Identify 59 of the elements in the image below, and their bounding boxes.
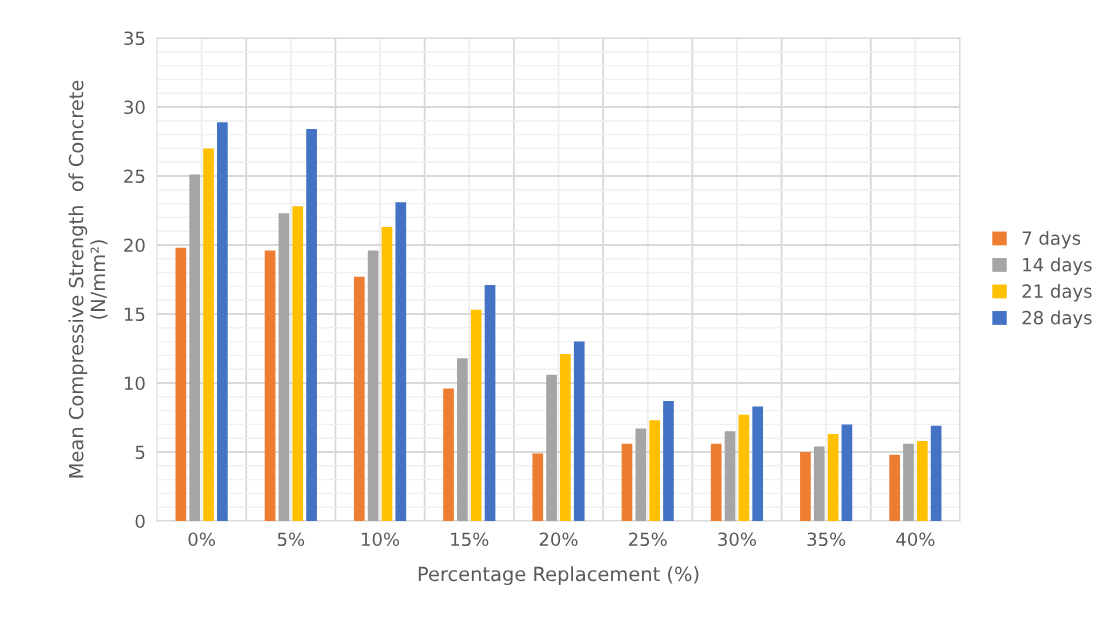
bar xyxy=(203,148,214,521)
bar xyxy=(752,406,764,521)
y-tick-label: 20 xyxy=(124,238,145,253)
bar xyxy=(710,443,722,521)
bar xyxy=(663,400,674,521)
bar xyxy=(813,446,825,521)
x-tick-label: 10% xyxy=(361,532,400,547)
bar xyxy=(560,354,571,521)
x-tick-label: 30% xyxy=(718,532,757,547)
bar xyxy=(189,174,201,521)
y-tick-label: 25 xyxy=(124,169,145,184)
bar xyxy=(367,250,379,521)
bar xyxy=(573,341,585,521)
x-tick-label: 25% xyxy=(628,532,667,547)
y-axis-title: Mean Compressive Strength of Concrete (N/mm²) xyxy=(68,80,108,478)
bar xyxy=(470,309,482,521)
bar xyxy=(532,453,544,521)
x-tick-label: 35% xyxy=(807,532,846,547)
y-tick-label: 5 xyxy=(135,445,145,460)
bar xyxy=(738,414,750,521)
x-tick-label: 40% xyxy=(896,532,935,547)
bar xyxy=(635,428,647,521)
bar xyxy=(484,285,496,521)
bar xyxy=(381,227,393,521)
legend-label: 28 days xyxy=(1022,310,1092,328)
y-tick-label: 15 xyxy=(124,307,145,322)
bar xyxy=(264,250,276,521)
bar xyxy=(217,122,228,521)
bar xyxy=(889,454,900,521)
bar xyxy=(457,358,468,521)
bar xyxy=(649,420,660,521)
bar xyxy=(395,202,407,521)
x-axis-title: Percentage Replacement (%) xyxy=(418,566,699,586)
bar xyxy=(175,247,187,521)
bar xyxy=(903,443,914,521)
bar xyxy=(916,440,928,521)
legend-label: 14 days xyxy=(1023,257,1092,275)
bar xyxy=(546,374,557,521)
bar xyxy=(292,206,304,521)
bar xyxy=(621,443,633,521)
y-tick-label: 10 xyxy=(124,376,145,391)
bar xyxy=(443,388,454,521)
bar xyxy=(724,431,736,521)
bar xyxy=(306,129,317,521)
bar xyxy=(800,452,811,521)
y-tick-label: 0 xyxy=(135,514,145,529)
y-tick-label: 30 xyxy=(124,100,145,115)
bar xyxy=(827,434,839,521)
bar xyxy=(353,276,365,521)
bar xyxy=(930,425,942,521)
x-tick-label: 0% xyxy=(188,532,215,547)
legend-label: 7 days xyxy=(1022,231,1081,249)
x-tick-label: 5% xyxy=(277,532,305,547)
bar xyxy=(841,424,853,521)
x-tick-label: 20% xyxy=(539,532,578,547)
y-tick-label: 35 xyxy=(124,31,145,46)
x-tick-label: 15% xyxy=(451,532,489,547)
legend-label: 21 days xyxy=(1022,284,1092,302)
bar xyxy=(278,213,290,521)
